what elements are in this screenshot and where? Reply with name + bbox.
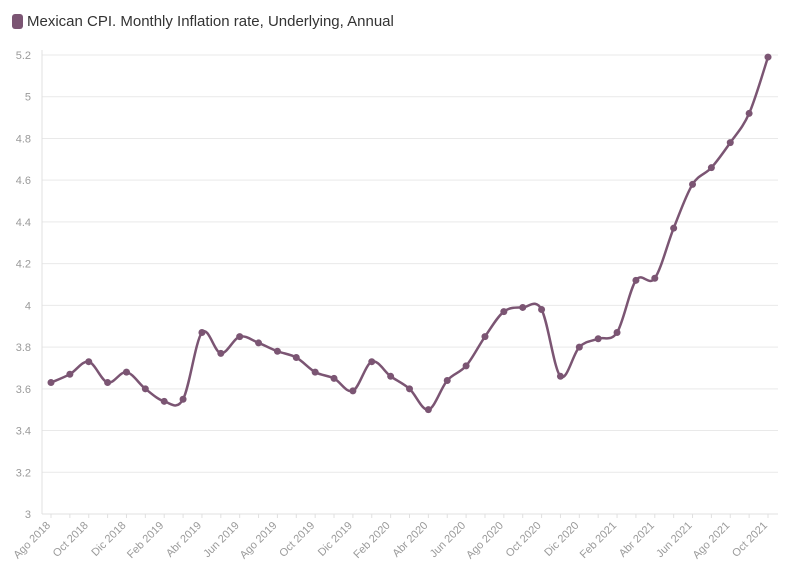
x-tick-label: Dic 2020 <box>542 520 581 559</box>
legend-label: Mexican CPI. Monthly Inflation rate, Und… <box>27 13 394 30</box>
data-point <box>349 387 357 395</box>
data-point <box>198 328 206 336</box>
x-tick-label: Feb 2020 <box>351 520 392 561</box>
data-point <box>236 333 244 341</box>
x-tick-label: Oct 2021 <box>730 520 770 560</box>
chart-legend: Mexican CPI. Monthly Inflation rate, Und… <box>12 13 394 30</box>
data-point <box>651 274 659 282</box>
data-point <box>104 379 112 387</box>
y-tick-label: 3.6 <box>16 384 31 396</box>
x-tick-label: Oct 2020 <box>504 520 544 560</box>
data-point <box>85 358 93 366</box>
data-point <box>406 385 413 393</box>
x-tick-label: Abr 2021 <box>617 520 657 560</box>
data-point <box>255 339 263 347</box>
y-tick-label: 4.2 <box>16 259 31 271</box>
data-point <box>424 406 432 414</box>
data-point <box>66 370 74 378</box>
data-point <box>594 335 602 343</box>
data-point <box>481 333 489 341</box>
x-tick-label: Dic 2018 <box>89 520 128 559</box>
y-tick-label: 4 <box>25 300 31 312</box>
y-tick-label: 3.2 <box>16 467 31 479</box>
data-point <box>387 372 395 380</box>
series-line <box>50 56 770 411</box>
data-point <box>538 306 546 314</box>
data-point <box>689 180 697 188</box>
data-point <box>443 376 451 384</box>
data-point <box>311 368 319 376</box>
data-point <box>500 308 508 316</box>
y-tick-label: 4.8 <box>16 133 31 145</box>
data-point <box>575 343 583 351</box>
data-point <box>141 385 149 393</box>
data-point <box>556 372 564 380</box>
x-tick-label: Abr 2019 <box>164 520 204 560</box>
y-tick-label: 3.4 <box>16 426 31 438</box>
x-tick-label: Ago 2019 <box>238 520 280 562</box>
data-point <box>764 53 772 61</box>
data-point <box>273 347 281 355</box>
x-tick-label: Oct 2019 <box>277 520 317 560</box>
data-point <box>47 379 55 387</box>
y-tick-label: 5 <box>25 92 31 104</box>
y-tick-label: 5.2 <box>16 50 31 62</box>
data-point <box>519 303 527 311</box>
data-point <box>122 368 130 376</box>
data-point <box>707 164 715 172</box>
series-layer <box>47 53 772 414</box>
x-tick-label: Feb 2021 <box>578 520 619 561</box>
data-point <box>330 374 338 382</box>
data-point <box>217 349 225 357</box>
axes <box>41 50 778 518</box>
x-tick-label: Ago 2018 <box>11 520 53 562</box>
x-tick-label: Jun 2021 <box>654 520 694 560</box>
gridlines <box>42 54 778 473</box>
data-point <box>462 362 470 370</box>
data-point <box>670 224 678 232</box>
x-tick-label: Abr 2020 <box>390 520 430 560</box>
x-tick-label: Dic 2019 <box>316 520 355 559</box>
y-tick-labels: 3 3.2 3.4 3.6 3.8 4 4.2 4.4 4.6 4.8 5 5.2 <box>16 50 31 521</box>
data-point <box>632 276 640 284</box>
x-tick-label: Jun 2019 <box>201 520 241 560</box>
data-point <box>160 397 168 405</box>
x-tick-label: Ago 2020 <box>464 520 506 562</box>
x-tick-label: Feb 2019 <box>125 520 166 561</box>
y-tick-label: 3.8 <box>16 342 31 354</box>
data-point <box>179 395 187 403</box>
x-tick-label: Oct 2018 <box>51 520 91 560</box>
y-tick-label: 4.4 <box>16 217 31 229</box>
x-tick-label: Ago 2021 <box>691 520 733 562</box>
y-tick-label: 4.6 <box>16 175 31 187</box>
x-tick-label: Jun 2020 <box>428 520 468 560</box>
data-point <box>745 109 753 117</box>
legend-swatch <box>12 14 23 29</box>
data-point <box>368 358 376 366</box>
data-point <box>726 139 734 147</box>
y-tick-label: 3 <box>25 509 31 521</box>
data-point <box>613 328 621 336</box>
data-point <box>292 354 300 362</box>
